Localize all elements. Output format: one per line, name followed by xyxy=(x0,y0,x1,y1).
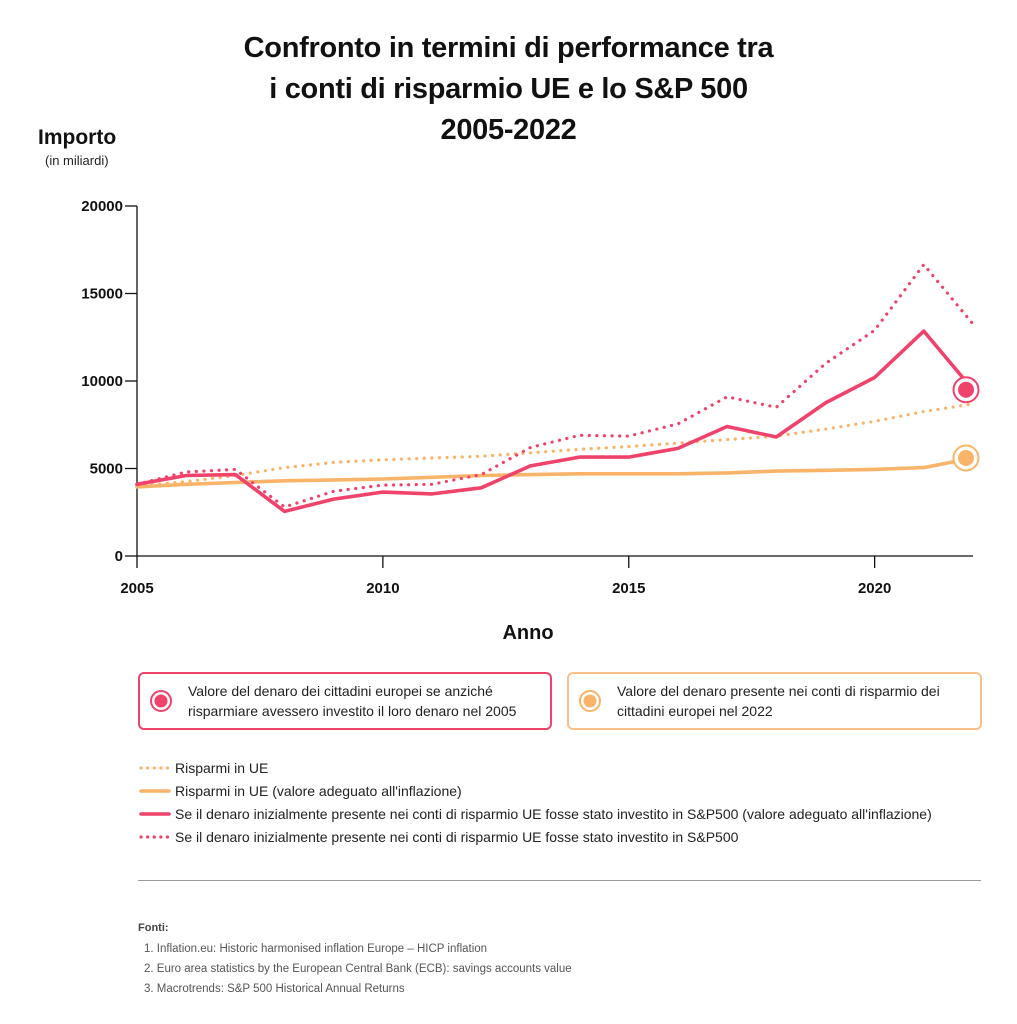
end-markers xyxy=(952,376,980,472)
highlight-box-invested: Valore del denaro dei cittadini europei … xyxy=(138,672,552,730)
savings-inflation-line xyxy=(135,456,975,489)
y-tick-label: 10000 xyxy=(81,373,123,390)
dotted-line-swatch xyxy=(139,765,171,770)
chart-title: Confronto in termini di performance tra … xyxy=(0,28,1017,151)
x-tick-label: 2015 xyxy=(612,580,645,597)
divider xyxy=(138,880,981,881)
source-item-2: 2. Euro area statistics by the European … xyxy=(144,963,572,975)
legend-label: Risparmi in UE xyxy=(175,759,269,776)
chart-legend: Risparmi in UE Risparmi in UE (valore ade… xyxy=(138,756,998,848)
legend-entry: Se il denaro inizialmente presente nei c… xyxy=(138,802,998,825)
x-tick-label: 2010 xyxy=(366,580,399,597)
orange-end-marker xyxy=(952,444,980,472)
sp500-dotted-line xyxy=(135,263,975,509)
sources-title: Fonti: xyxy=(138,922,169,934)
savings-dotted-line xyxy=(135,402,975,488)
x-axis-label: Anno xyxy=(502,622,553,644)
source-item-1: 1. Inflation.eu: Historic harmonised inf… xyxy=(144,943,488,955)
pink-circle-icon xyxy=(150,690,172,712)
chart-title-line-2: i conti di risparmio UE e lo S&P 500 xyxy=(269,73,748,105)
sources-list: 1. Inflation.eu: Historic harmonised inf… xyxy=(144,939,572,999)
legend-entry: Risparmi in UE (valore adeguato all'infl… xyxy=(138,779,998,802)
legend-label: Se il denaro inizialmente presente nei c… xyxy=(175,828,739,845)
solid-line-swatch xyxy=(139,788,171,793)
legend-entry: Risparmi in UE xyxy=(138,756,998,779)
legend-label: Se il denaro inizialmente presente nei c… xyxy=(175,805,932,822)
chart-title-line-3: 2005-2022 xyxy=(440,114,577,146)
legend-entry: Se il denaro inizialmente presente nei c… xyxy=(138,825,998,848)
dotted-line-swatch xyxy=(139,834,171,839)
y-tick-label: 0 xyxy=(115,548,123,565)
y-tick-label: 5000 xyxy=(90,461,123,478)
x-tick-label: 2005 xyxy=(120,580,153,597)
sp500-inflation-line xyxy=(135,329,975,514)
y-axis-unit: (in miliardi) xyxy=(45,153,109,168)
solid-line-swatch xyxy=(139,811,171,816)
source-item-3: 3. Macrotrends: S&P 500 Historical Annua… xyxy=(144,983,405,995)
x-tick-label: 2020 xyxy=(858,580,891,597)
pink-end-marker xyxy=(952,376,980,404)
y-tick-label: 15000 xyxy=(81,286,123,303)
y-tick-label: 20000 xyxy=(81,198,123,215)
orange-circle-icon xyxy=(579,690,601,712)
highlight-text-savings: Valore del denaro presente nei conti di … xyxy=(617,683,940,719)
chart-series xyxy=(135,263,975,514)
highlight-text-invested: Valore del denaro dei cittadini europei … xyxy=(188,683,517,719)
highlight-box-savings: Valore del denaro presente nei conti di … xyxy=(567,672,982,730)
y-axis-label: Importo xyxy=(38,126,117,149)
line-chart: 0 5000 10000 15000 20000 2005 2010 2015 2020 Ann… xyxy=(81,198,980,644)
chart-title-line-1: Confronto in termini di performance tra xyxy=(243,32,774,64)
legend-label: Risparmi in UE (valore adeguato all'infl… xyxy=(175,782,462,799)
chart-axes: 0 5000 10000 15000 20000 2005 2010 2015 2020 xyxy=(81,198,973,597)
